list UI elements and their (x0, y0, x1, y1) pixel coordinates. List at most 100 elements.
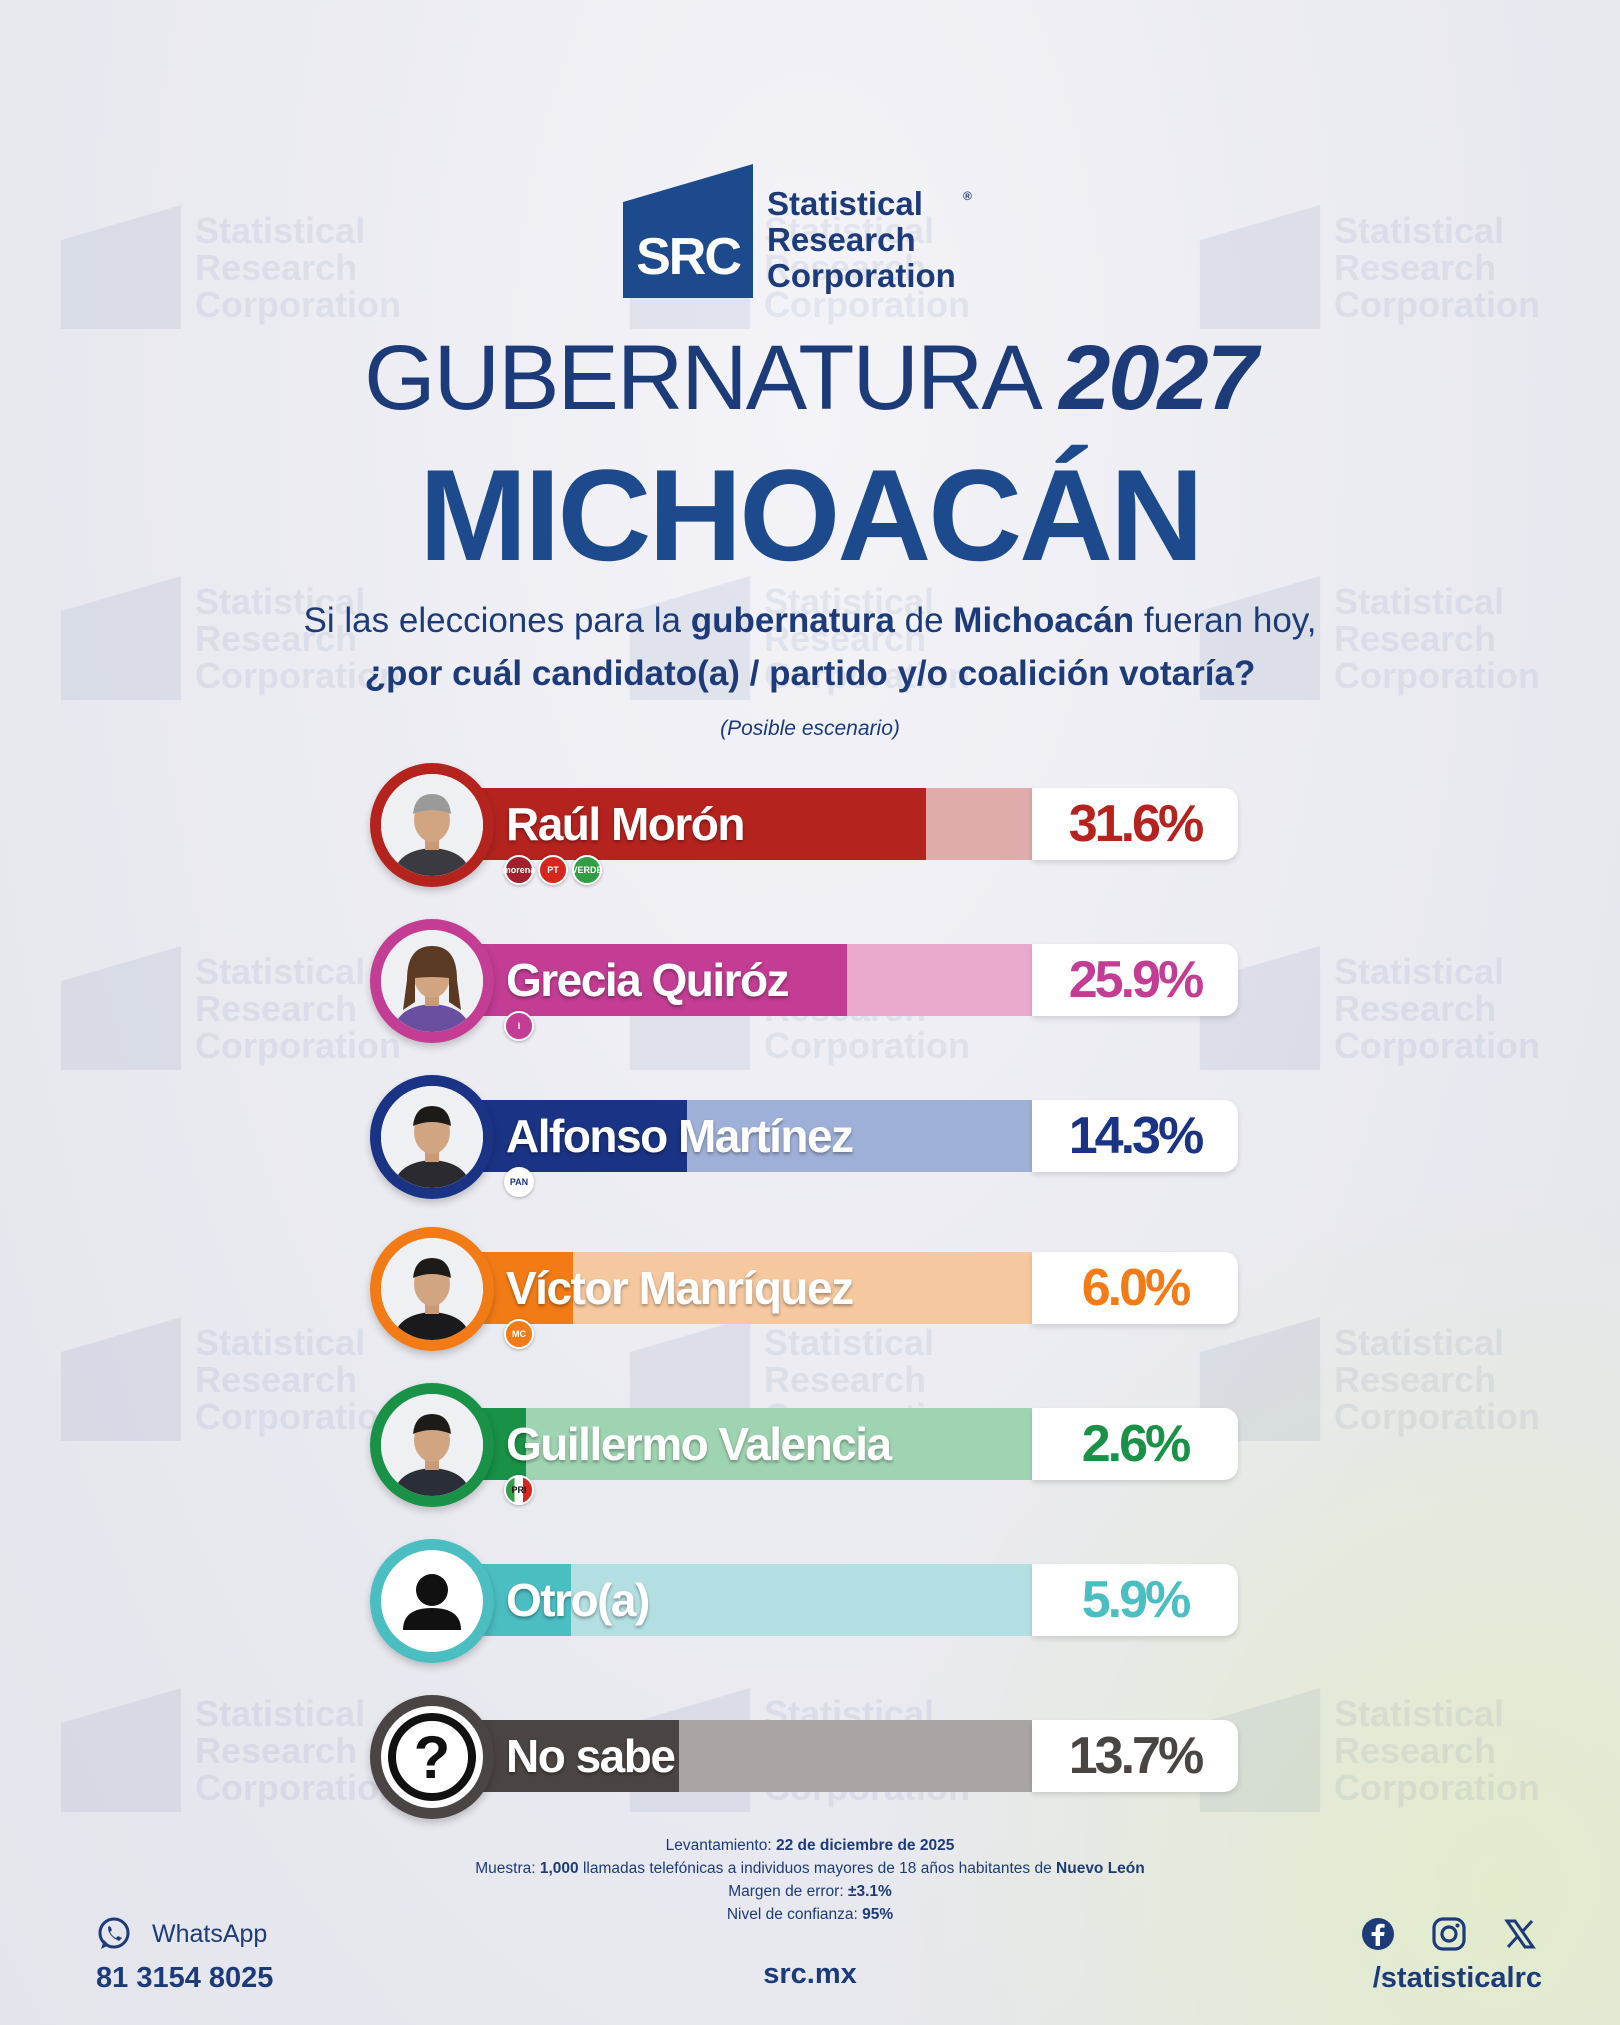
result-row: Otro(a) 5.9% (370, 1539, 1240, 1663)
result-row: Raúl Morón 31.6% morena PT VERDE (370, 763, 1240, 887)
candidate-name: No sabe (506, 1730, 676, 1782)
candidate-photo (381, 1086, 483, 1188)
brand-name: Statistical Research Corporation ® (767, 185, 972, 294)
candidate-name: Otro(a) (506, 1574, 650, 1626)
title-word: GUBERNATURA (364, 327, 1038, 429)
percentage-label: 13.7% (1068, 1727, 1204, 1785)
question-part: Si las elecciones para la (303, 601, 691, 640)
percentage-box: 2.6% (1032, 1408, 1238, 1480)
method-label: Margen de error: (728, 1883, 848, 1900)
src-logo-icon (57, 1317, 185, 1441)
brand-line-2: Research (767, 221, 916, 258)
candidate-avatar (370, 1539, 494, 1663)
candidate-avatar: ? (370, 1695, 494, 1819)
candidate-name: Grecia Quiróz (506, 954, 790, 1006)
bar-background (430, 1408, 1090, 1480)
whatsapp-contact[interactable]: WhatsApp 81 3154 8025 (96, 1916, 273, 1995)
candidate-name: Víctor Manríquez (506, 1262, 854, 1314)
party-logo-icon: MC (504, 1319, 534, 1349)
social-links: /statisticalrc (1356, 1916, 1542, 1995)
phone-number[interactable]: 81 3154 8025 (96, 1962, 274, 1994)
src-logo-icon (626, 576, 754, 700)
methodology: Levantamiento: 22 de diciembre de 2025 M… (0, 1834, 1620, 1926)
question-line-2: ¿por cuál candidato(a) / partido y/o coa… (364, 654, 1256, 693)
brand-line-3: Corporation (767, 257, 956, 294)
src-logo-icon (57, 205, 185, 329)
party-logo-icon: VERDE (572, 855, 603, 885)
method-label: Nivel de confianza: (726, 1906, 863, 1923)
bar-value (430, 944, 847, 1016)
method-value: Nuevo León (1056, 1860, 1145, 1877)
percentage-box: 31.6% (1032, 788, 1238, 860)
title-year: 2027 (1059, 327, 1258, 429)
candidate-avatar (370, 1383, 494, 1507)
x-icon[interactable] (1502, 1916, 1538, 1952)
party-logo-icon: PAN (504, 1167, 534, 1197)
src-logo-icon (57, 946, 185, 1070)
question-bold: gubernatura (690, 601, 895, 640)
party-logo-icon: PT (538, 855, 568, 885)
social-handle[interactable]: /statisticalrc (1372, 1962, 1542, 1994)
method-value: 22 de diciembre de 2025 (775, 1837, 955, 1854)
percentage-box: 5.9% (1032, 1564, 1238, 1636)
question-part: de (894, 601, 954, 640)
party-badges: morena PT VERDE (503, 855, 606, 885)
svg-text:SRC: SRC (636, 228, 741, 286)
candidate-name: Raúl Morón (506, 798, 745, 850)
percentage-label: 25.9% (1068, 951, 1204, 1009)
result-row: Grecia Quiróz 25.9% I (370, 919, 1240, 1043)
percentage-box: 25.9% (1032, 944, 1238, 1016)
facebook-icon[interactable] (1360, 1916, 1396, 1952)
percentage-label: 6.0% (1081, 1259, 1192, 1317)
party-badges: I (504, 1011, 538, 1041)
whatsapp-label: WhatsApp (152, 1919, 268, 1948)
survey-question: Si las elecciones para la gubernatura de… (0, 594, 1620, 700)
candidate-avatar (370, 1075, 494, 1199)
bar-track (430, 788, 1090, 860)
title-line-1: GUBERNATURA 2027 (0, 326, 1620, 431)
src-logo-icon (57, 576, 185, 700)
method-value: 1,000 (539, 1860, 579, 1877)
result-row: Víctor Manríquez 6.0% MC (370, 1227, 1240, 1351)
percentage-label: 14.3% (1068, 1107, 1204, 1165)
result-row: Guillermo Valencia 2.6% PRI (370, 1383, 1240, 1507)
method-value: ±3.1% (847, 1883, 892, 1900)
candidate-name: Alfonso Martínez (506, 1110, 854, 1162)
whatsapp-icon (98, 1917, 130, 1949)
result-row: No sabe 13.7%? (370, 1695, 1240, 1819)
party-badges: PAN (504, 1167, 538, 1197)
method-text: llamadas telefónicas a individuos mayore… (578, 1860, 1057, 1877)
svg-text:?: ? (414, 1724, 451, 1791)
candidate-photo (381, 774, 483, 876)
percentage-box: 13.7% (1032, 1720, 1238, 1792)
party-badges: PRI (504, 1475, 538, 1505)
candidate-photo (381, 1238, 483, 1340)
percentage-label: 31.6% (1068, 795, 1204, 853)
candidate-avatar (370, 919, 494, 1043)
question-bold: Michoacán (953, 601, 1135, 640)
brand-line-1: Statistical (767, 185, 923, 222)
candidate-avatar (370, 1227, 494, 1351)
person-icon (381, 1550, 483, 1652)
question-icon: ? (381, 1706, 483, 1808)
party-logo-icon: PRI (504, 1475, 534, 1505)
instagram-icon[interactable] (1431, 1916, 1467, 1952)
bar-track (430, 944, 1090, 1016)
brand-logo: SRC Statistical Research Corporation ® (623, 164, 972, 298)
website-link[interactable]: src.mx (763, 1958, 857, 1990)
